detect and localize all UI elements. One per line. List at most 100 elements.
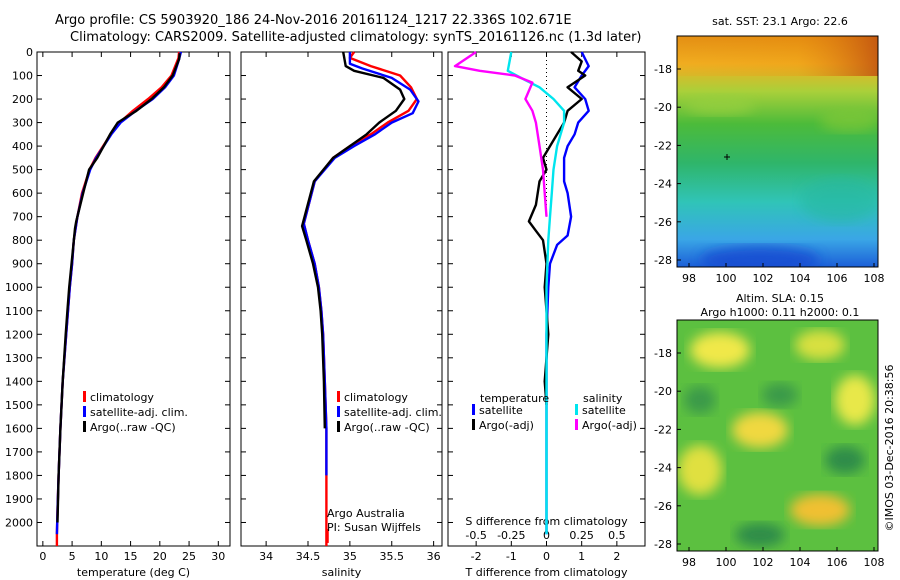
map-x-tick-label: 100 [716,272,737,285]
legend-swatch [575,419,578,430]
legend-label: satellite [582,404,626,417]
legend-label: climatology [344,391,408,404]
salinity-diff-tick-label: -0.25 [497,529,525,542]
map-y-tick-label: -20 [654,101,672,114]
map-title: Altim. SLA: 0.15 [736,292,824,305]
map-y-tick-label: -20 [654,385,672,398]
y-tick-label: 1500 [5,399,33,412]
x-axis-label: salinity [322,566,362,579]
y-tick-label: 1800 [5,469,33,482]
map-y-tick-label: -26 [654,500,672,513]
x-tick-label: -1 [506,550,517,563]
series-line-2 [56,53,181,523]
chart-panel-temperature: 0100200300400500600700800900100011001200… [5,46,231,579]
chart-panel-salinity: 34 34.5 35 35.5 36 salinity climatology satelli… [240,51,443,579]
x-tick-label: 0 [543,550,550,563]
figure-title-line2: Climatology: CARS2009. Satellite-adjuste… [70,30,642,45]
chart-panel-difference: -2 -1 0 1 2 T difference from climatology -0.5… [447,51,646,579]
legend-swatch [83,406,86,417]
copyright-watermark: ©IMOS 03-Dec-2016 20:38:56 [883,365,896,532]
sst-map [676,35,879,268]
y-tick-label: 2000 [5,516,33,529]
map-y-tick-label: -24 [654,462,672,475]
series-line-1 [55,51,183,535]
legend-swatch [337,406,340,417]
map-axes-sst: sat. SST: 23.1 Argo: 22.6 98 100 102 104 106 1… [654,15,884,285]
y-tick-label: 500 [12,164,33,177]
map-x-tick-label: 102 [753,272,774,285]
legend-label: climatology [90,391,154,404]
x-tick-label: 25 [182,550,196,563]
x-axis-label: temperature (deg C) [77,566,190,579]
map-y-tick-label: -18 [654,347,672,360]
y-tick-label: 900 [12,258,33,271]
series-line-3 [453,51,548,217]
series-line-1 [527,51,587,405]
y-tick-label: 1100 [5,305,33,318]
x-tick-label: 10 [94,550,108,563]
map-subtitle: Argo h1000: 0.11 h2000: 0.1 [701,306,860,319]
series-line-2 [300,51,406,429]
x-tick-label: 34.5 [296,550,321,563]
x-tick-label: 35 [343,550,357,563]
salinity-diff-tick-label: 0.5 [608,529,626,542]
y-tick-label: 200 [12,93,33,106]
series-end-marker [325,528,329,543]
x-tick-label: -2 [471,550,482,563]
legend-swatch [575,404,578,415]
legend-label: Argo(..raw -QC) [344,421,430,434]
x-tick-label: 5 [69,550,76,563]
x-tick-label: 30 [211,550,225,563]
legend-label: Argo(..raw -QC) [90,421,176,434]
x-tick-label: 35.5 [380,550,405,563]
legend-label: satellite-adj. clim. [344,406,442,419]
legend-swatch [472,419,475,430]
x-tick-label: 2 [613,550,620,563]
x-tick-label: 1 [578,550,585,563]
map-x-tick-label: 106 [827,272,848,285]
map-x-tick-label: 106 [827,556,848,569]
map-y-tick-label: -18 [654,63,672,76]
legend-label: satellite-adj. clim. [90,406,188,419]
y-tick-label: 1300 [5,352,33,365]
map-x-tick-label: 102 [753,556,774,569]
map-y-tick-label: -28 [654,538,672,551]
map-y-tick-label: -22 [654,423,672,436]
map-x-tick-label: 98 [682,272,696,285]
sla-map [676,319,879,552]
map-x-tick-label: 104 [790,556,811,569]
credit-line1: Argo Australia [327,507,405,520]
map-y-tick-label: -28 [654,254,672,267]
y-tick-label: 1400 [5,375,33,388]
map-title: sat. SST: 23.1 Argo: 22.6 [712,15,848,28]
y-tick-label: 100 [12,70,33,83]
x-tick-label: 34 [259,550,273,563]
legend-swatch [337,421,340,432]
legend-label: satellite [479,404,523,417]
map-x-tick-label: 104 [790,272,811,285]
salinity-diff-tick-label: -0.5 [465,529,486,542]
x-tick-label: 15 [124,550,138,563]
legend-swatch [472,404,475,415]
y-tick-label: 1900 [5,493,33,506]
legend-label: Argo(-adj) [582,419,637,432]
y-tick-label: 1000 [5,281,33,294]
y-tick-label: 1700 [5,446,33,459]
series-line-0 [545,51,590,535]
map-y-tick-label: -22 [654,139,672,152]
legend-title-temperature: temperature [480,392,549,405]
map-x-tick-label: 100 [716,556,737,569]
x-tick-label: 0 [39,550,46,563]
legend-swatch [337,391,340,402]
map-x-tick-label: 98 [682,556,696,569]
y-tick-label: 700 [12,211,33,224]
figure-title-line1: Argo profile: CS 5903920_186 24-Nov-2016… [55,13,572,28]
legend-title-salinity: salinity [583,392,623,405]
salinity-diff-tick-label: 0 [543,529,550,542]
map-x-tick-label: 108 [864,556,885,569]
x-tick-label: 36 [427,550,441,563]
y-tick-label: 0 [26,46,33,59]
legend-label: Argo(-adj) [479,419,534,432]
